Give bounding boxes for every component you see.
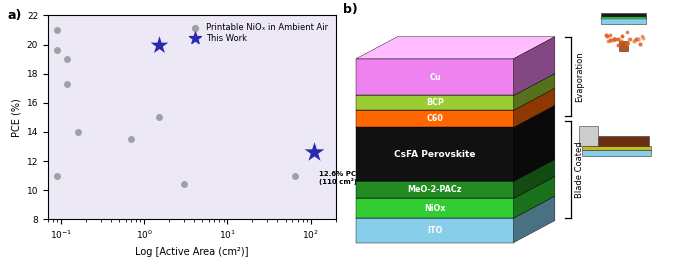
Text: a): a) — [8, 9, 22, 22]
Bar — [579, 126, 597, 146]
Point — [51, 28, 62, 32]
Point — [126, 137, 137, 141]
Polygon shape — [356, 198, 514, 218]
Point — [62, 82, 73, 86]
Polygon shape — [356, 176, 555, 198]
Point — [612, 37, 623, 41]
Polygon shape — [356, 110, 514, 127]
Polygon shape — [356, 37, 555, 59]
Point — [601, 33, 612, 37]
Bar — [601, 13, 645, 18]
Text: CsFA Perovskite: CsFA Perovskite — [395, 150, 475, 159]
Bar — [582, 146, 651, 150]
Point — [632, 37, 643, 41]
Polygon shape — [514, 196, 555, 243]
Polygon shape — [356, 127, 514, 181]
Polygon shape — [514, 106, 555, 181]
Y-axis label: PCE (%): PCE (%) — [11, 98, 21, 137]
Bar — [601, 18, 645, 24]
Point — [153, 115, 164, 119]
Point — [629, 39, 640, 44]
Point — [623, 36, 634, 41]
Point — [613, 43, 624, 47]
Text: MeO-2-PACz: MeO-2-PACz — [408, 185, 462, 194]
Point — [630, 36, 641, 41]
Bar — [601, 17, 645, 19]
Text: Cu: Cu — [429, 72, 440, 82]
Point — [601, 34, 612, 38]
Polygon shape — [514, 176, 555, 218]
Point — [308, 150, 319, 154]
Point — [51, 48, 62, 52]
Point — [153, 43, 164, 47]
Polygon shape — [356, 159, 555, 181]
Point — [604, 38, 615, 42]
Bar — [588, 136, 649, 146]
Polygon shape — [356, 218, 514, 243]
Point — [616, 34, 627, 38]
Point — [622, 41, 633, 45]
Polygon shape — [356, 88, 555, 110]
Point — [622, 30, 633, 35]
Text: C60: C60 — [427, 114, 443, 123]
Point — [290, 174, 301, 178]
Point — [606, 37, 617, 42]
Polygon shape — [514, 159, 555, 198]
Text: BCP: BCP — [426, 98, 444, 107]
Point — [616, 39, 627, 43]
Point — [625, 37, 636, 41]
Point — [605, 33, 616, 37]
Point — [51, 174, 62, 178]
X-axis label: Log [Active Area (cm²)]: Log [Active Area (cm²)] — [135, 247, 249, 257]
Text: ITO: ITO — [427, 226, 443, 235]
Bar — [619, 41, 628, 51]
Point — [638, 36, 649, 40]
Point — [608, 37, 619, 41]
Point — [178, 182, 189, 187]
Polygon shape — [514, 74, 555, 110]
Polygon shape — [356, 196, 555, 218]
Polygon shape — [356, 59, 514, 95]
Text: Evaporation: Evaporation — [575, 51, 584, 102]
Polygon shape — [356, 95, 514, 110]
Point — [635, 42, 646, 46]
Text: Blade Coated: Blade Coated — [575, 141, 584, 198]
Polygon shape — [514, 37, 555, 95]
Point — [610, 37, 621, 42]
Polygon shape — [356, 106, 555, 127]
Legend: Printable NiOₓ in Ambient Air, This Work: Printable NiOₓ in Ambient Air, This Work — [184, 20, 332, 46]
Polygon shape — [356, 181, 514, 198]
Text: 12.6% PCE
(110 cm²): 12.6% PCE (110 cm²) — [319, 171, 361, 185]
Bar — [582, 150, 651, 156]
Text: b): b) — [342, 3, 358, 15]
Point — [636, 34, 647, 38]
Polygon shape — [356, 74, 555, 95]
Text: NiOx: NiOx — [424, 204, 446, 213]
Point — [603, 39, 614, 43]
Point — [62, 57, 73, 61]
Polygon shape — [514, 88, 555, 127]
Point — [73, 130, 84, 134]
